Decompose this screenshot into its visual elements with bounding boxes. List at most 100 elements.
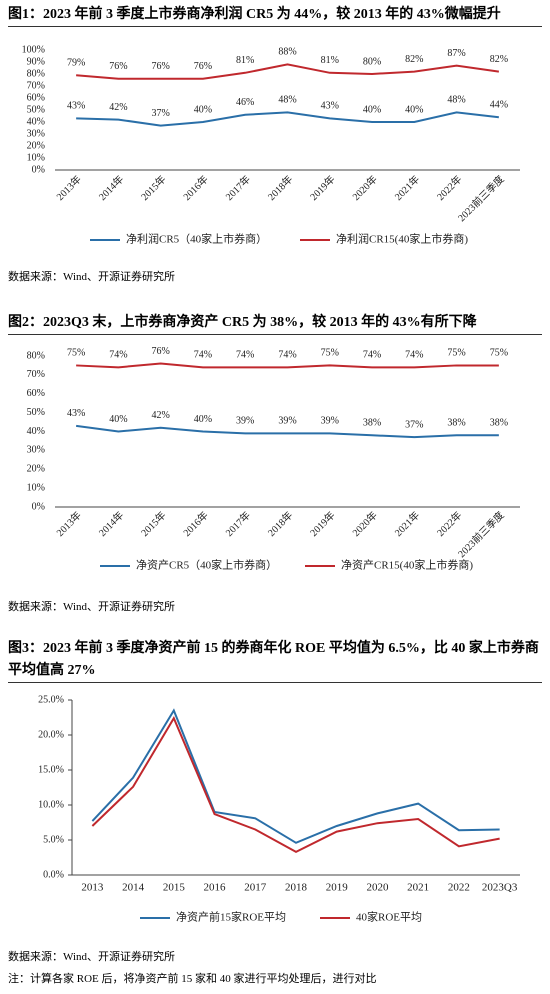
- y-tick-label: 60%: [27, 388, 45, 399]
- data-label: 43%: [67, 101, 85, 112]
- data-label: 39%: [278, 416, 296, 427]
- data-label: 74%: [109, 350, 127, 361]
- y-tick-label: 10%: [27, 152, 45, 163]
- y-tick-label: 50%: [27, 104, 45, 115]
- y-tick-label: 30%: [27, 445, 45, 456]
- y-tick-label: 15.0%: [38, 764, 64, 775]
- y-tick-label: 100%: [22, 44, 45, 55]
- y-tick-label: 60%: [27, 92, 45, 103]
- y-tick-label: 0%: [32, 501, 45, 512]
- x-tick-label: 2013年: [53, 173, 83, 203]
- x-tick-label: 2018年: [265, 173, 295, 203]
- data-label: 87%: [447, 48, 465, 59]
- x-tick-label: 2021年: [392, 509, 422, 539]
- figure-title: 图3：2023 年前 3 季度净资产前 15 的券商年化 ROE 平均值为 6.…: [8, 638, 542, 683]
- data-label: 37%: [405, 419, 423, 430]
- x-tick-label: 2017年: [223, 509, 253, 539]
- x-tick-label: 2018: [285, 882, 308, 894]
- x-tick-label: 2017年: [223, 173, 253, 203]
- y-tick-label: 0.0%: [43, 869, 64, 880]
- series-line: [76, 111, 499, 127]
- series-line: [76, 63, 500, 80]
- chart: 0% 10% 20% 30% 40% 50% 60% 70% 80% 2013年 2014年 2015…: [27, 346, 520, 572]
- y-tick-label: 80%: [27, 350, 45, 361]
- y-tick-label: 30%: [27, 128, 45, 139]
- x-tick-label: 2023Q3: [482, 882, 518, 894]
- data-label: 79%: [67, 57, 85, 68]
- data-label: 76%: [152, 61, 170, 72]
- x-tick-label: 2015年: [138, 509, 168, 539]
- data-label: 38%: [363, 418, 381, 429]
- y-tick-label: 50%: [27, 407, 45, 418]
- data-label: 82%: [405, 54, 423, 65]
- data-label: 44%: [490, 99, 508, 110]
- x-tick-label: 2017: [244, 882, 267, 894]
- data-label: 74%: [278, 350, 296, 361]
- data-label: 74%: [405, 350, 423, 361]
- legend-label: 净资产前15家ROE平均: [176, 910, 286, 924]
- data-label: 76%: [194, 61, 212, 72]
- data-label: 74%: [236, 350, 254, 361]
- x-tick-label: 2019: [326, 882, 349, 894]
- chart: 0%10%20%30%40%50%60%70%80%90%100%2013年 20…: [22, 44, 520, 246]
- series-line: [76, 424, 499, 439]
- x-tick-label: 2015年: [138, 173, 168, 203]
- y-tick-label: 10%: [27, 482, 45, 493]
- x-tick-label: 2021: [407, 882, 429, 894]
- legend-label: 净利润CR15(40家上市券商): [336, 232, 468, 246]
- y-tick-label: 40%: [27, 116, 45, 127]
- x-tick-label: 2016年: [180, 173, 210, 203]
- y-tick-label: 70%: [27, 80, 45, 91]
- source: 数据来源：Wind、开源证券研究所: [8, 951, 175, 963]
- data-label: 75%: [490, 348, 508, 359]
- data-label: 40%: [194, 414, 212, 425]
- data-label: 81%: [321, 55, 339, 66]
- data-label: 39%: [236, 416, 254, 427]
- data-label: 76%: [109, 61, 127, 72]
- x-tick-label: 2013: [81, 882, 104, 894]
- x-tick-label: 2016: [204, 882, 227, 894]
- x-tick-label: 2021年: [392, 173, 422, 203]
- y-tick-label: 80%: [27, 68, 45, 79]
- legend-label: 净资产CR15(40家上市券商): [341, 558, 473, 572]
- x-tick-label: 2020年: [349, 173, 379, 203]
- y-tick-label: 20.0%: [38, 729, 64, 740]
- x-tick-label: 2022: [448, 882, 470, 894]
- data-label: 38%: [447, 418, 465, 429]
- data-label: 43%: [67, 408, 85, 419]
- note: 注：计算各家 ROE 后，将净资产前 15 家和 40 家进行平均处理后，进行对…: [8, 973, 377, 985]
- data-label: 42%: [109, 102, 127, 113]
- legend-label: 净利润CR5（40家上市券商）: [126, 232, 267, 246]
- data-label: 82%: [490, 54, 508, 65]
- data-label: 75%: [67, 348, 85, 359]
- y-tick-label: 25.0%: [38, 694, 64, 705]
- data-label: 40%: [109, 414, 127, 425]
- data-label: 80%: [363, 56, 381, 67]
- data-label: 75%: [321, 348, 339, 359]
- series-line: [91, 708, 500, 844]
- y-tick-label: 20%: [27, 464, 45, 475]
- y-tick-label: 20%: [27, 140, 45, 151]
- data-label: 48%: [447, 95, 465, 106]
- data-label: 40%: [194, 104, 212, 115]
- chart: 0.0% 5.0% 10.0% 15.0% 20.0% 25.0% 2013 2014 2015…: [38, 694, 520, 924]
- y-tick-label: 90%: [27, 56, 45, 67]
- x-tick-label: 2022年: [434, 509, 464, 539]
- data-label: 88%: [278, 47, 296, 58]
- x-tick-label: 2014年: [96, 173, 126, 203]
- x-tick-label: 2016年: [180, 509, 210, 539]
- x-tick-label: 2014: [122, 882, 145, 894]
- y-tick-label: 10.0%: [38, 799, 64, 810]
- y-tick-label: 0%: [32, 164, 45, 175]
- legend-label: 40家ROE平均: [356, 910, 422, 924]
- x-tick-label: 2013年: [53, 509, 83, 539]
- data-label: 38%: [490, 418, 508, 429]
- x-tick-label: 2019年: [307, 509, 337, 539]
- data-label: 37%: [152, 108, 170, 119]
- series-line: [76, 362, 499, 369]
- source: 数据来源：Wind、开源证券研究所: [8, 601, 175, 613]
- x-tick-label: 2020年: [349, 509, 379, 539]
- x-tick-label: 2018年: [265, 509, 295, 539]
- data-label: 81%: [236, 55, 254, 66]
- data-label: 76%: [152, 346, 170, 357]
